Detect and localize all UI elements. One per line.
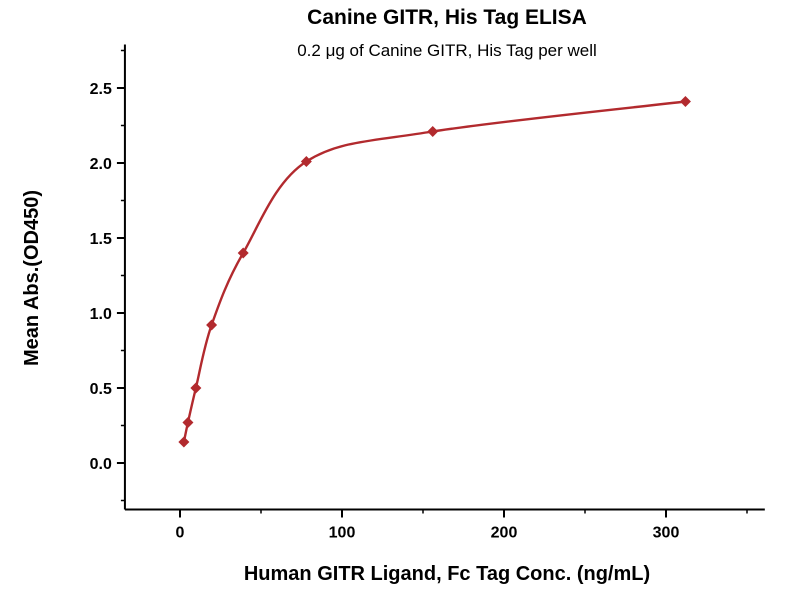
data-point-marker [679, 96, 691, 107]
data-point-marker [190, 382, 202, 394]
x-tick-label: 200 [491, 525, 518, 542]
data-point-marker [182, 417, 194, 428]
chart-title: Canine GITR, His Tag ELISA [307, 6, 587, 29]
data-point-marker [178, 436, 190, 448]
y-tick-label: 1.0 [90, 306, 112, 323]
y-tick-label: 0.5 [90, 381, 112, 398]
data-point-marker [237, 247, 249, 259]
chart-subtitle: 0.2 μg of Canine GITR, His Tag per well [297, 41, 597, 60]
axes-layer: 0.0 0.5 1.0 1.5 2.0 2.5 0 100 200 300 [90, 44, 765, 542]
series-layer [178, 96, 691, 448]
data-point-marker [300, 156, 312, 167]
x-tick-label: 300 [653, 525, 680, 542]
data-point-marker [206, 319, 218, 331]
y-tick-label: 1.5 [90, 231, 112, 248]
fit-curve [182, 100, 687, 444]
x-axis-label: Human GITR Ligand, Fc Tag Conc. (ng/mL) [244, 563, 650, 585]
y-tick-label: 2.5 [90, 81, 112, 98]
y-axis-label: Mean Abs.(OD450) [21, 190, 43, 366]
data-point-marker [427, 126, 439, 137]
y-tick-label: 2.0 [90, 156, 112, 173]
x-tick-label: 0 [176, 525, 185, 542]
x-tick-label: 100 [329, 525, 356, 542]
y-tick-label: 0.0 [90, 456, 112, 473]
